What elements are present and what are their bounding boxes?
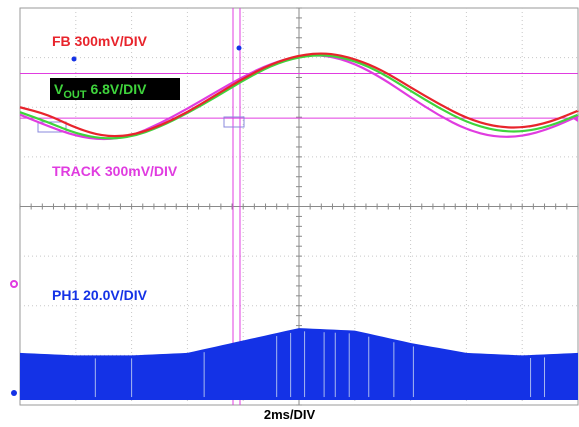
ph1-channel-label: PH1 20.0V/DIV — [52, 287, 148, 303]
time-per-division-label: 2ms/DIV — [263, 407, 316, 422]
vout-label-scale: 6.8V/DIV — [87, 81, 148, 97]
track-channel-label: TRACK 300mV/DIV — [52, 163, 178, 179]
fb-channel-label: FB 300mV/DIV — [52, 33, 148, 49]
cursor-box-right — [223, 116, 245, 128]
ph1-ground-marker — [10, 280, 18, 288]
vout-label-subscript: OUT — [63, 89, 87, 101]
channel-labels: FB 300mV/DIV VOUT 6.8V/DIV TRACK 300mV/D… — [50, 33, 180, 303]
vout-channel-label: VOUT 6.8V/DIV — [54, 81, 147, 101]
vout-label-background — [50, 78, 180, 100]
vout-label-main: V — [54, 81, 64, 97]
cursor-markers — [10, 8, 578, 405]
cursor-point-marker — [236, 45, 242, 51]
traces — [19, 52, 579, 401]
cursor-box-left — [37, 121, 67, 133]
vout-trace — [19, 54, 579, 140]
ph1-offset-marker — [11, 390, 17, 396]
trigger-point-marker — [71, 56, 77, 62]
fb-trace — [19, 52, 579, 138]
ph1-trace — [20, 328, 578, 401]
